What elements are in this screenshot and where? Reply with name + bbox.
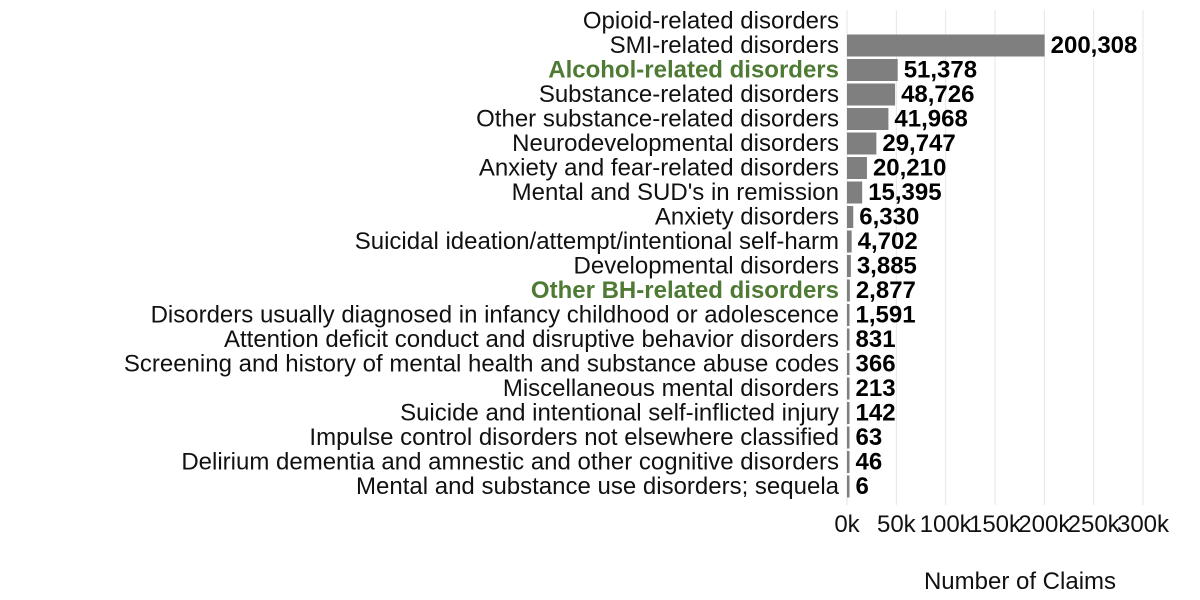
value-label: 51,378 bbox=[904, 57, 977, 84]
bar bbox=[847, 157, 867, 179]
value-label: 3,885 bbox=[857, 253, 917, 280]
x-tick-label: 100k bbox=[920, 511, 973, 538]
category-label: Anxiety and fear-related disorders bbox=[479, 155, 839, 182]
value-label: 213 bbox=[856, 375, 896, 402]
x-axis-title: Number of Claims bbox=[924, 568, 1116, 595]
value-label: 41,968 bbox=[894, 106, 967, 133]
bars bbox=[847, 34, 1045, 498]
category-label: Neurodevelopmental disorders bbox=[512, 130, 839, 157]
category-label: SMI-related disorders bbox=[610, 32, 839, 59]
category-label: Substance-related disorders bbox=[539, 81, 839, 108]
category-label: Developmental disorders bbox=[574, 253, 839, 280]
category-label: Delirium dementia and amnestic and other… bbox=[181, 449, 839, 476]
bar bbox=[847, 279, 850, 302]
bar bbox=[847, 402, 850, 424]
value-label: 831 bbox=[856, 326, 896, 353]
bar bbox=[847, 377, 850, 400]
bar bbox=[847, 59, 898, 81]
bar bbox=[847, 328, 850, 351]
value-label: 6 bbox=[856, 473, 869, 500]
value-labels: 200,308 51,37848,72641,96829,74720,21015,… bbox=[856, 32, 1138, 500]
value-label: 46 bbox=[856, 449, 883, 476]
value-label: 200,308 bbox=[1051, 32, 1138, 59]
value-label: 20,210 bbox=[873, 155, 946, 182]
category-label: Other substance-related disorders bbox=[476, 106, 839, 133]
value-label: 6,330 bbox=[859, 204, 919, 231]
bar bbox=[847, 426, 850, 449]
gridlines bbox=[846, 10, 1144, 505]
x-tick-label: 200k bbox=[1018, 511, 1071, 538]
bar bbox=[847, 353, 850, 375]
value-label: 366 bbox=[856, 351, 896, 378]
category-label: Opioid-related disorders bbox=[583, 8, 839, 35]
value-label: 4,702 bbox=[858, 228, 918, 255]
category-label: Suicide and intentional self-inflicted i… bbox=[400, 400, 839, 427]
x-tick-label: 300k bbox=[1117, 511, 1170, 538]
x-tick-label: 250k bbox=[1068, 511, 1121, 538]
category-label: Attention deficit conduct and disruptive… bbox=[224, 326, 839, 353]
value-label: 2,877 bbox=[856, 277, 916, 304]
bar bbox=[847, 181, 863, 204]
category-label: Mental and SUD's in remission bbox=[512, 179, 839, 206]
value-label: 29,747 bbox=[882, 130, 955, 157]
x-tick-label: 0k bbox=[834, 511, 860, 538]
category-label: Impulse control disorders not elsewhere … bbox=[309, 424, 839, 451]
bar bbox=[847, 255, 851, 277]
value-label: 142 bbox=[856, 400, 896, 427]
category-label: Alcohol-related disorders bbox=[548, 57, 839, 84]
category-label: Anxiety disorders bbox=[655, 204, 839, 231]
category-label: Suicidal ideation/attempt/intentional se… bbox=[355, 228, 839, 255]
value-label: 1,591 bbox=[856, 302, 916, 329]
category-label: Screening and history of mental health a… bbox=[124, 351, 839, 378]
category-label: Miscellaneous mental disorders bbox=[503, 375, 839, 402]
bar bbox=[847, 304, 850, 326]
x-tick-label: 50k bbox=[877, 511, 917, 538]
bar bbox=[847, 83, 896, 106]
value-label: 63 bbox=[856, 424, 883, 451]
bar bbox=[847, 230, 852, 253]
bar bbox=[847, 206, 854, 228]
bar bbox=[847, 108, 889, 130]
x-tick-label: 150k bbox=[969, 511, 1022, 538]
category-label: Disorders usually diagnosed in infancy c… bbox=[151, 302, 839, 329]
category-label: Other BH-related disorders bbox=[531, 277, 839, 304]
bar bbox=[847, 34, 1045, 57]
bar bbox=[847, 475, 850, 498]
value-label: 15,395 bbox=[868, 179, 941, 206]
bar bbox=[847, 451, 850, 473]
category-label: Mental and substance use disorders; sequ… bbox=[356, 473, 840, 500]
value-label: 48,726 bbox=[901, 81, 974, 108]
bar bbox=[847, 132, 877, 155]
